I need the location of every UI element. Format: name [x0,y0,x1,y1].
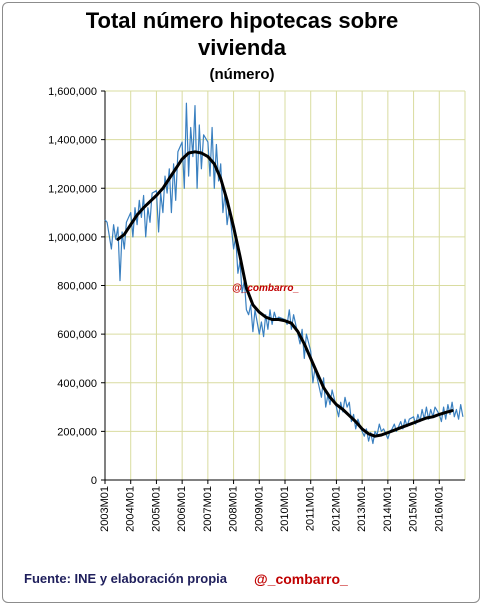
chart-frame [2,2,480,603]
x-tick-label: 2009M01 [253,486,265,532]
raw-series-line [104,102,464,445]
trend-series-line [116,150,454,438]
x-tick-label: 2014M01 [382,486,394,532]
y-tick-label: 200,000 [57,426,97,438]
x-tick-label: 2012M01 [330,486,342,532]
y-tick-label: 1,200,000 [48,183,97,195]
x-tick-label: 2008M01 [228,486,240,532]
chart-subtitle: (número) [209,66,275,83]
chart-title-line1: Total número hipotecas sobre [85,8,399,33]
axis-layer: 0 200,000 400,000 600,000 800,000 1,000,000 1,… [48,86,465,532]
chart-watermark: @_combarro_ [232,283,299,294]
x-tick-label: 2005M01 [150,486,162,532]
x-tick-label: 2003M01 [99,486,111,532]
grid-layer [104,90,466,480]
x-tick-label: 2013M01 [356,486,368,532]
y-tick-label: 1,000,000 [48,232,97,244]
y-tick-label: 600,000 [57,329,97,341]
y-tick-label: 800,000 [57,281,97,293]
raw-series-layer [104,102,464,445]
x-tick-label: 2016M01 [433,486,445,532]
x-tick-label: 2010M01 [279,486,291,532]
y-tick-label: 0 [91,475,97,487]
y-tick-label: 1,400,000 [48,135,97,147]
x-tick-label: 2015M01 [408,486,420,532]
y-tick-label: 400,000 [57,378,97,390]
x-tick-label: 2007M01 [202,486,214,532]
source-note: Fuente: INE y elaboración propia [24,571,227,586]
y-tick-label: 1,600,000 [48,86,97,98]
trend-series-layer [116,150,454,438]
chart-title-line2: vivienda [197,35,287,60]
x-tick-label: 2011M01 [305,486,317,531]
author-handle: @_combarro_ [254,571,348,587]
x-tick-label: 2004M01 [125,486,137,532]
x-tick-label: 2006M01 [176,486,188,532]
